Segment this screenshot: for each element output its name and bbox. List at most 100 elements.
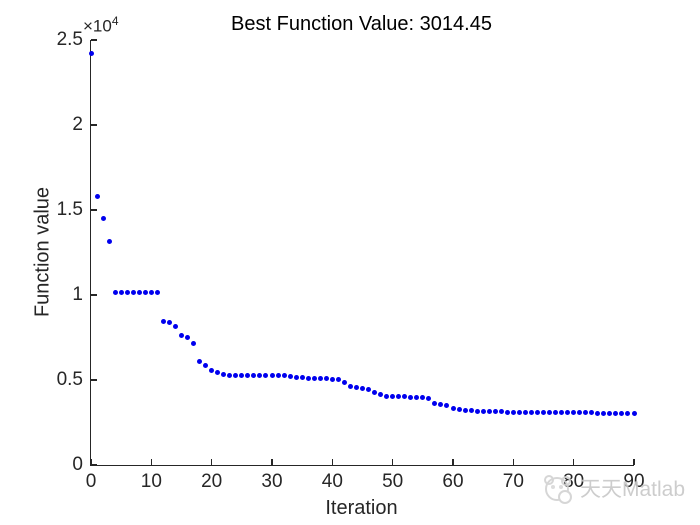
data-point [360,385,365,391]
data-point [420,394,426,400]
data-point [293,374,299,380]
data-point [571,410,577,416]
data-point [522,409,528,415]
data-point [88,51,94,57]
data-point [209,368,215,374]
x-axis-label: Iteration [325,497,398,519]
data-point [233,372,239,378]
data-point [528,409,534,415]
data-point [547,410,553,416]
data-point [516,409,522,415]
data-point [402,394,408,400]
y-axis-exponent: ×104 [83,14,119,37]
x-tick-label: 50 [382,471,404,492]
data-point [100,216,106,221]
x-tick [512,459,515,465]
data-point [414,394,420,400]
data-point [595,410,601,416]
x-tick [150,459,153,465]
x-tick-label: 20 [201,471,223,492]
data-point [221,371,227,377]
data-point [305,375,311,381]
data-point [118,289,124,295]
data-point [191,340,197,346]
data-point [148,289,154,295]
data-point [504,409,510,415]
data-point [335,376,341,382]
data-point [468,408,474,414]
data-point [492,409,498,415]
data-point [462,407,468,413]
exponent-power: 4 [111,14,119,28]
x-tick [331,459,334,465]
y-tick [91,209,97,211]
data-point [583,410,589,416]
data-point [432,401,438,407]
y-tick [91,39,97,41]
data-point [390,393,396,399]
data-point [203,362,209,368]
data-point [317,376,323,382]
data-point [112,289,118,295]
data-point [287,373,293,379]
data-point [498,409,504,415]
data-point [450,405,456,411]
x-tick-label: 10 [140,471,162,492]
chart-title: Best Function Value: 3014.45 [231,13,492,35]
exponent-base: ×10 [83,16,112,36]
y-tick [91,294,97,296]
x-tick [210,459,213,465]
x-tick [572,459,575,465]
x-tick-label: 60 [442,471,464,492]
watermark: 天天Matlab [541,471,685,505]
data-point [426,395,432,401]
data-point [408,394,414,400]
data-point [613,410,619,416]
data-point [353,385,359,391]
data-point [438,402,444,408]
data-point [619,410,625,416]
data-point [559,410,565,416]
data-point [215,369,221,375]
data-point [607,410,613,416]
data-point [378,391,384,397]
x-tick-label: 40 [321,471,343,492]
data-point [166,319,172,325]
data-point [94,193,100,199]
data-point [565,410,571,416]
data-point [251,373,257,379]
data-point [179,333,184,339]
y-tick [91,464,97,466]
data-point [257,373,263,379]
data-point [311,376,317,382]
y-tick-label: 0 [72,454,83,475]
data-point [136,289,142,295]
x-tick [90,459,92,465]
data-point [366,386,372,392]
x-tick [271,459,273,465]
data-point [444,403,450,409]
data-point [341,379,347,385]
data-point [553,410,559,416]
y-tick [91,124,97,126]
data-point [124,289,130,295]
x-tick-label: 90 [623,471,645,492]
data-point [486,409,492,415]
data-point [384,393,390,399]
data-point [245,372,251,378]
data-point [299,375,305,381]
y-tick-label: 1.5 [56,199,83,220]
data-point [577,410,583,416]
data-point [197,359,203,365]
data-point [263,373,269,379]
y-tick [91,379,97,381]
data-point [160,318,166,324]
data-point [589,410,595,416]
data-point [474,408,480,414]
y-tick-label: 2 [72,114,83,135]
data-point [534,409,540,415]
data-point [510,409,516,415]
x-tick-label: 70 [502,471,524,492]
data-point [142,289,148,295]
